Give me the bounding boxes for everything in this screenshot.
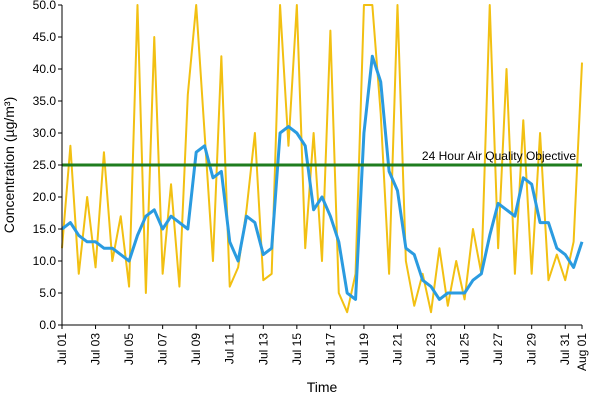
x-tick-label: Jul 27 (491, 333, 505, 365)
series-line (61, 4, 583, 314)
x-tick-label: Jul 07 (156, 333, 170, 365)
x-tick-label: Jul 05 (122, 333, 136, 365)
series-line (61, 54, 584, 301)
y-tick-label: 5.0 (39, 286, 56, 300)
x-tick-label: Jul 31 (558, 333, 572, 365)
x-tick-label: Jul 29 (525, 333, 539, 365)
y-tick-label: 15.0 (33, 222, 57, 236)
x-tick-label: Jul 25 (458, 333, 472, 365)
y-tick-label: 0.0 (39, 318, 56, 332)
y-tick-label: 30.0 (33, 126, 57, 140)
x-tick-label: Jul 21 (390, 333, 404, 365)
x-tick-label: Jul 17 (323, 333, 337, 365)
x-tick-label: Jul 19 (357, 333, 371, 365)
x-tick-label: Jul 15 (290, 333, 304, 365)
x-tick-label: Jul 09 (189, 333, 203, 365)
y-tick-label: 35.0 (33, 94, 57, 108)
y-tick-label: 25.0 (33, 158, 57, 172)
x-tick-label: Jul 11 (223, 333, 237, 364)
reference-label: 24 Hour Air Quality Objective (422, 149, 576, 163)
y-tick-label: 40.0 (33, 62, 57, 76)
x-tick-label: Jul 01 (55, 333, 69, 365)
y-tick-label: 50.0 (33, 0, 57, 12)
y-tick-label: 20.0 (33, 190, 57, 204)
y-tick-label: 10.0 (33, 254, 57, 268)
y-tick-label: 45.0 (33, 30, 57, 44)
x-tick-label: Jul 23 (424, 333, 438, 365)
x-tick-label: Aug 01 (575, 333, 589, 371)
x-tick-label: Jul 13 (256, 333, 270, 365)
y-axis-title: Concentration (µg/m³) (1, 97, 17, 233)
x-axis-title: Time (307, 379, 338, 395)
x-tick-label: Jul 03 (89, 333, 103, 365)
